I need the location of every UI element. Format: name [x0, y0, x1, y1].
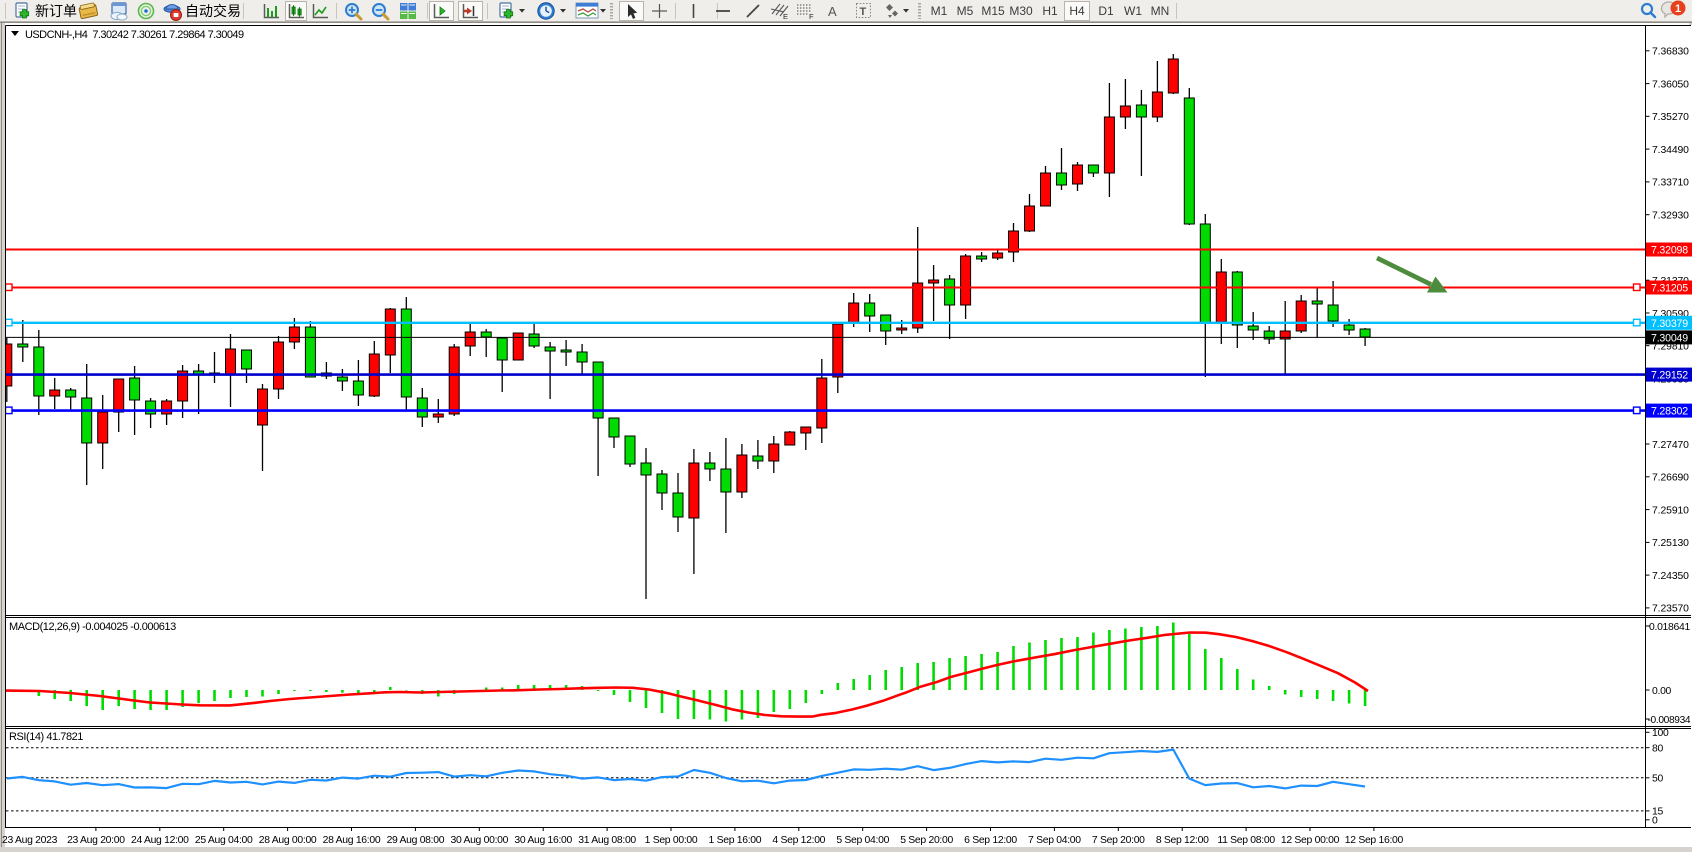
- svg-text:25 Aug 04:00: 25 Aug 04:00: [195, 835, 253, 846]
- svg-text:自动交易: 自动交易: [185, 3, 241, 19]
- svg-text:7.30379: 7.30379: [1651, 318, 1688, 330]
- svg-text:7 Sep 04:00: 7 Sep 04:00: [1028, 835, 1081, 846]
- svg-text:W1: W1: [1124, 4, 1142, 18]
- svg-text:50: 50: [1652, 774, 1663, 785]
- svg-text:USDCNH-,H4 7.30242 7.30261 7.: USDCNH-,H4 7.30242 7.30261 7.29864 7.300…: [25, 29, 244, 41]
- svg-text:7.32098: 7.32098: [1651, 245, 1688, 257]
- svg-text:31 Aug 08:00: 31 Aug 08:00: [578, 835, 636, 846]
- svg-text:8 Sep 12:00: 8 Sep 12:00: [1156, 835, 1209, 846]
- svg-text:7 Sep 20:00: 7 Sep 20:00: [1092, 835, 1145, 846]
- svg-text:28 Aug 00:00: 28 Aug 00:00: [259, 835, 317, 846]
- svg-text:M15: M15: [981, 4, 1005, 18]
- svg-text:0: 0: [1652, 816, 1658, 827]
- svg-text:24 Aug 12:00: 24 Aug 12:00: [131, 835, 189, 846]
- svg-text:7.30590: 7.30590: [1652, 309, 1689, 320]
- svg-text:28 Aug 16:00: 28 Aug 16:00: [323, 835, 381, 846]
- svg-text:12 Sep 16:00: 12 Sep 16:00: [1345, 835, 1404, 846]
- svg-text:80: 80: [1652, 744, 1663, 755]
- svg-text:RSI(14) 41.7821: RSI(14) 41.7821: [9, 731, 83, 743]
- svg-text:M1: M1: [931, 4, 948, 18]
- svg-text:7.23570: 7.23570: [1652, 604, 1689, 615]
- svg-text:5 Sep 20:00: 5 Sep 20:00: [900, 835, 953, 846]
- svg-text:7.25130: 7.25130: [1652, 538, 1689, 549]
- svg-text:7.29152: 7.29152: [1651, 370, 1688, 382]
- svg-text:0.00: 0.00: [1652, 686, 1672, 697]
- svg-text:MN: MN: [1151, 4, 1170, 18]
- svg-text:7.25910: 7.25910: [1652, 505, 1689, 516]
- svg-text:7.34490: 7.34490: [1652, 145, 1689, 156]
- svg-text:7.36050: 7.36050: [1652, 79, 1689, 90]
- svg-text:7.30049: 7.30049: [1651, 332, 1688, 344]
- svg-text:7.26690: 7.26690: [1652, 473, 1689, 484]
- svg-text:7.27470: 7.27470: [1652, 440, 1689, 451]
- svg-text:1 Sep 16:00: 1 Sep 16:00: [709, 835, 762, 846]
- svg-text:7.29810: 7.29810: [1652, 342, 1689, 353]
- svg-text:H4: H4: [1069, 4, 1085, 18]
- svg-text:30 Aug 00:00: 30 Aug 00:00: [450, 835, 508, 846]
- svg-text:7.35270: 7.35270: [1652, 112, 1689, 123]
- svg-text:30 Aug 16:00: 30 Aug 16:00: [514, 835, 572, 846]
- svg-text:100: 100: [1652, 728, 1669, 739]
- svg-text:7.36830: 7.36830: [1652, 47, 1689, 58]
- svg-text:7.31205: 7.31205: [1651, 283, 1688, 295]
- svg-text:E: E: [783, 12, 788, 21]
- svg-text:A: A: [828, 4, 837, 19]
- svg-text:新订单: 新订单: [35, 3, 77, 19]
- svg-text:D1: D1: [1098, 4, 1114, 18]
- svg-text:5 Sep 04:00: 5 Sep 04:00: [836, 835, 889, 846]
- svg-text:7.28302: 7.28302: [1651, 406, 1688, 418]
- svg-text:11 Sep 08:00: 11 Sep 08:00: [1217, 835, 1275, 846]
- svg-text:4 Sep 12:00: 4 Sep 12:00: [772, 835, 825, 846]
- svg-text:1: 1: [1675, 3, 1681, 15]
- svg-text:M5: M5: [957, 4, 974, 18]
- svg-text:7.24350: 7.24350: [1652, 571, 1689, 582]
- svg-text:H1: H1: [1042, 4, 1058, 18]
- svg-text:0.018641: 0.018641: [1649, 622, 1690, 633]
- svg-text:7.33710: 7.33710: [1652, 178, 1689, 189]
- svg-text:M30: M30: [1009, 4, 1033, 18]
- svg-text:MACD(12,26,9) -0.004025 -0.000: MACD(12,26,9) -0.004025 -0.000613: [9, 621, 176, 633]
- svg-text:-0.008934: -0.008934: [1648, 715, 1691, 726]
- svg-text:6 Sep 12:00: 6 Sep 12:00: [964, 835, 1017, 846]
- svg-text:F: F: [809, 12, 814, 21]
- svg-text:29 Aug 08:00: 29 Aug 08:00: [387, 835, 445, 846]
- svg-text:1 Sep 00:00: 1 Sep 00:00: [645, 835, 698, 846]
- svg-text:23 Aug 20:00: 23 Aug 20:00: [67, 835, 125, 846]
- svg-text:23 Aug 2023: 23 Aug 2023: [2, 835, 58, 846]
- svg-text:7.32930: 7.32930: [1652, 211, 1689, 222]
- svg-text:T: T: [860, 6, 867, 18]
- svg-text:15: 15: [1652, 807, 1663, 818]
- svg-text:12 Sep 00:00: 12 Sep 00:00: [1281, 835, 1340, 846]
